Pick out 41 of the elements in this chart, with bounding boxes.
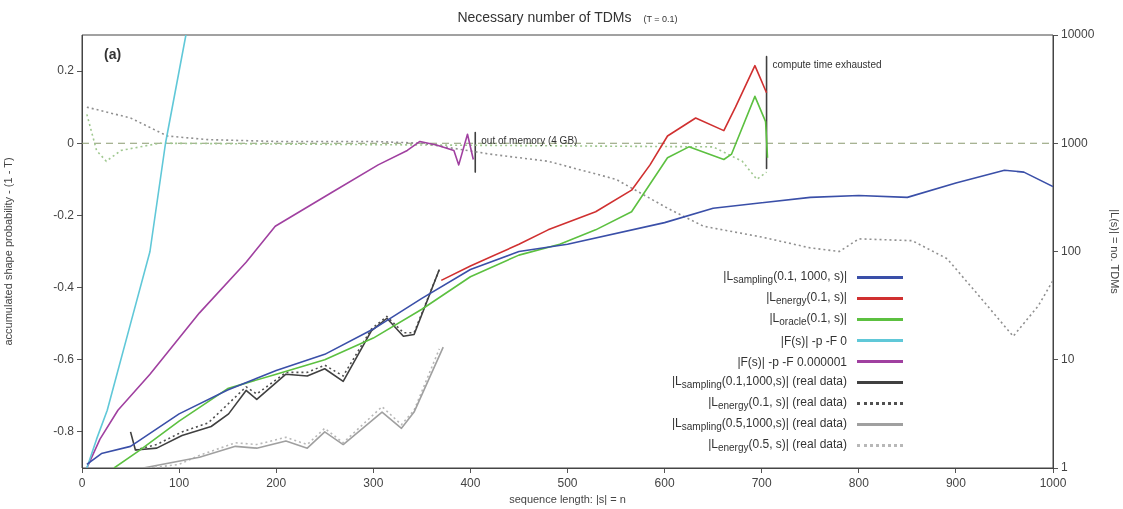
x-tick-label: 200 xyxy=(266,475,287,490)
chart-title: Necessary number of TDMs xyxy=(457,9,632,25)
legend-label: |L$_{oracle}$(0.1, s)| xyxy=(769,311,847,328)
line-series xyxy=(86,106,1053,338)
y-axis-title: accumulated shape probability - (1 - T) xyxy=(1,157,14,346)
legend-label: |F(s)| -p -F 0 xyxy=(780,333,847,348)
legend-label: |F(s)| -p -F 0.000001 xyxy=(737,354,847,369)
x-tick-label: 600 xyxy=(654,475,675,490)
y-tick-label: -0.2 xyxy=(53,207,75,222)
y2-axis-title: |L(s)| = no. TDMs xyxy=(1109,209,1122,295)
legend-label: |L$_{energy}$(0.5, s)| (real data) xyxy=(708,437,847,454)
chart-subtitle: (T = 0.1) xyxy=(643,14,678,24)
y-tick-label: 0.2 xyxy=(57,63,75,78)
legend-label: |L$_{sampling}$(0.5,1000,s)| (real data) xyxy=(671,416,847,433)
x-tick-label: 1000 xyxy=(1039,475,1067,490)
x-axis-title: sequence length: |s| = n xyxy=(509,493,626,506)
x-tick-label: 900 xyxy=(945,475,967,490)
annotation: out of memory (4 GB) xyxy=(481,135,578,147)
y-tick-label: -0.4 xyxy=(53,279,75,294)
line-series xyxy=(86,113,768,181)
y2-tick-label: 1000 xyxy=(1061,135,1089,150)
annotation: compute time exhausted xyxy=(772,59,882,71)
x-tick-label: 100 xyxy=(169,475,190,490)
annotation: (a) xyxy=(104,45,122,62)
y2-tick-label: 10 xyxy=(1061,352,1075,367)
y2-tick-label: 1 xyxy=(1061,460,1068,475)
y-tick-label: 0 xyxy=(67,135,75,150)
legend-label: |L$_{energy}$(0.1, s)| (real data) xyxy=(708,395,847,412)
x-tick-label: 500 xyxy=(557,475,578,490)
x-tick-label: 400 xyxy=(460,475,481,490)
legend-label: |L$_{sampling}$(0.1,1000,s)| (real data) xyxy=(671,374,847,391)
x-tick-label: 800 xyxy=(848,475,870,490)
y2-tick-label: 100 xyxy=(1061,243,1082,258)
y-tick-label: -0.8 xyxy=(53,424,75,439)
x-tick-label: 300 xyxy=(363,475,384,490)
x-tick-label: 0 xyxy=(78,475,86,490)
legend-label: |L$_{energy}$(0.1, s)| xyxy=(766,290,847,307)
legend-label: |L$_{sampling}$(0.1, 1000, s)| xyxy=(723,269,847,286)
x-tick-label: 700 xyxy=(751,475,773,490)
y-tick-label: -0.6 xyxy=(53,352,75,367)
y2-tick-label: 10000 xyxy=(1061,27,1095,42)
